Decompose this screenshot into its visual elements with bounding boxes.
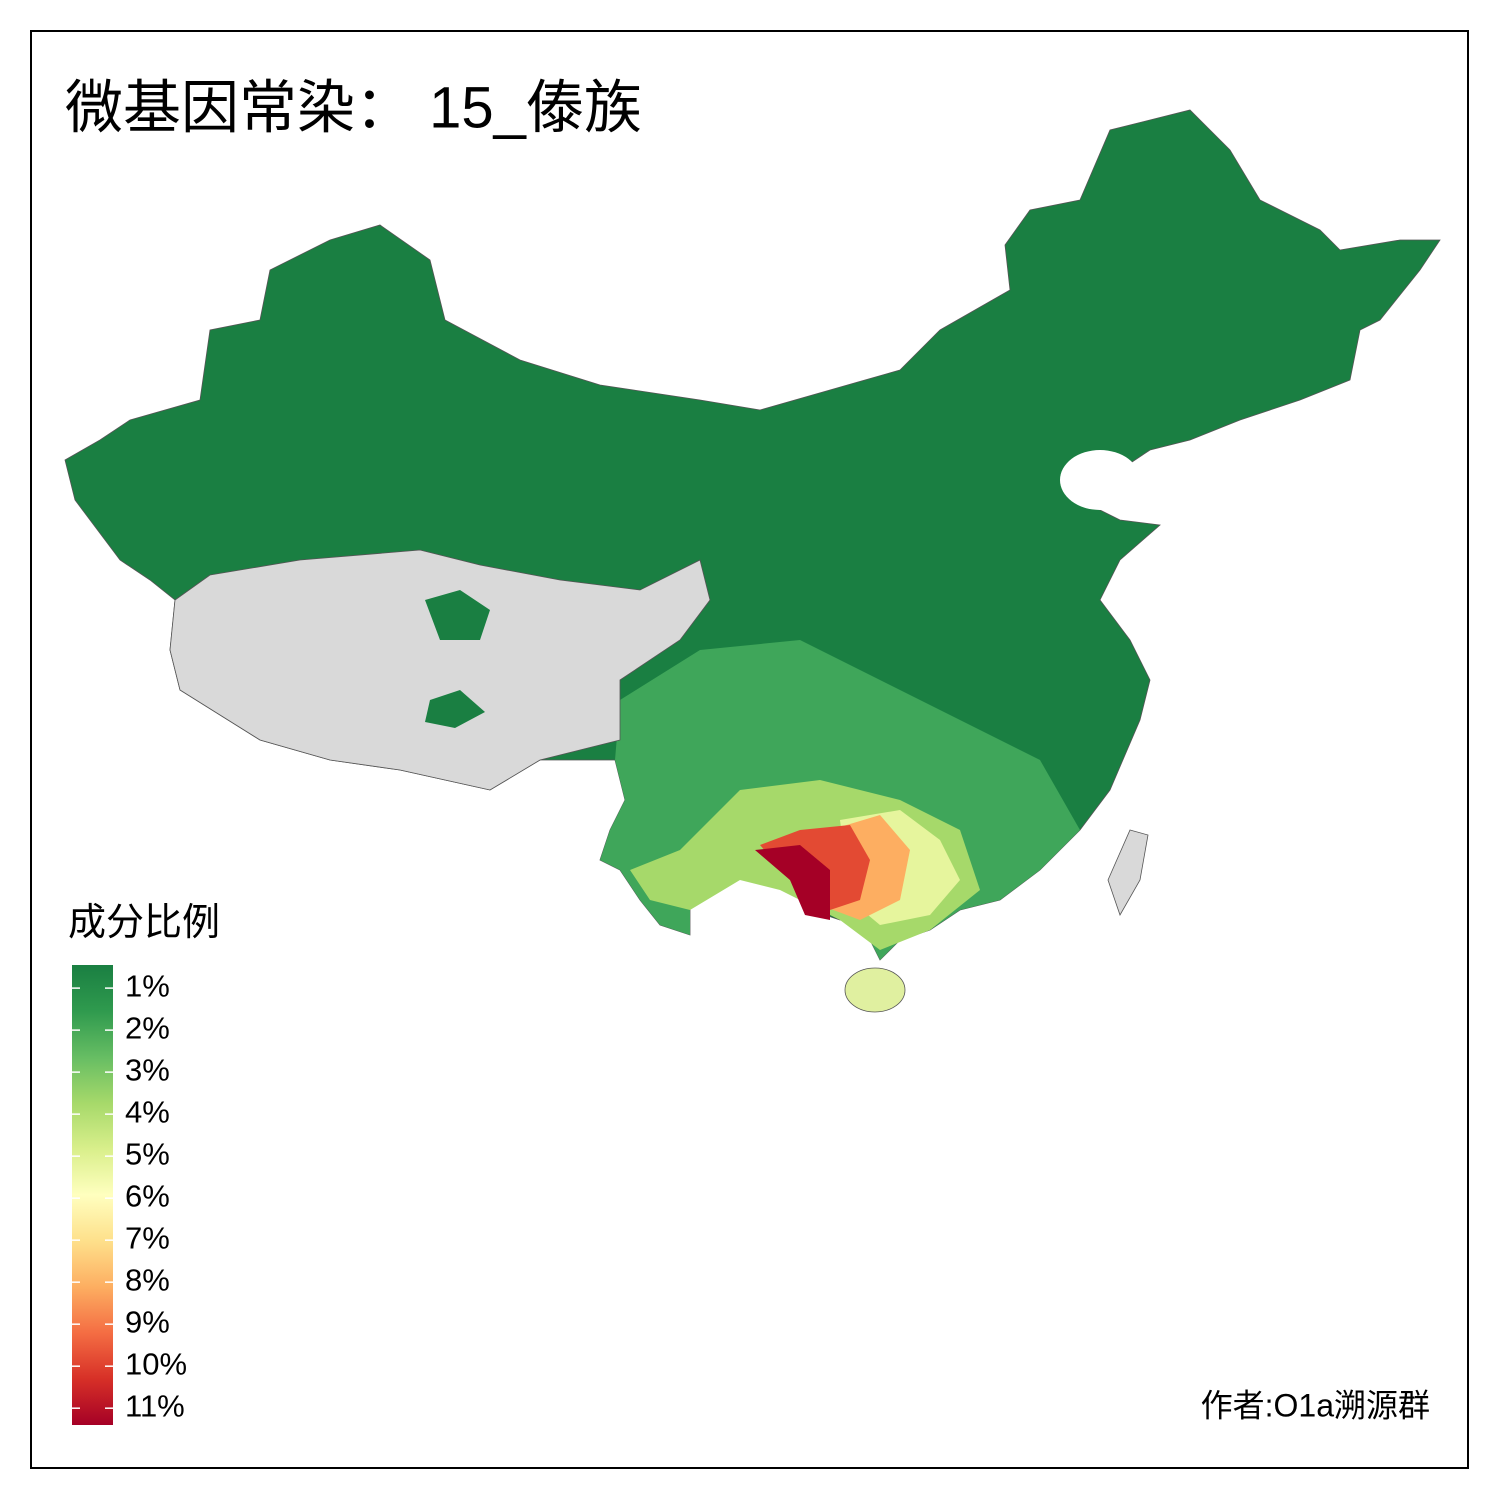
legend-title: 成分比例 (68, 902, 220, 944)
legend-label: 7% (125, 1220, 170, 1255)
legend-label: 1% (125, 968, 170, 1003)
tibet-region (169, 549, 711, 791)
author: 作者:O1a溯源群 (1201, 1387, 1430, 1423)
legend-label: 2% (125, 1010, 170, 1045)
legend-label: 5% (125, 1136, 170, 1171)
taiwan (1107, 829, 1149, 916)
colorbar (72, 965, 113, 1425)
title: 微基因常染： 15_傣族 (65, 75, 642, 140)
legend-label: 3% (125, 1052, 170, 1087)
legend-label: 10% (125, 1346, 187, 1381)
map (64, 109, 1441, 1013)
south-region (755, 845, 830, 920)
bohai-sea (1060, 450, 1140, 510)
legend-label: 8% (125, 1262, 170, 1297)
legend-label: 9% (125, 1304, 170, 1339)
legend-label: 11% (125, 1388, 185, 1423)
tibet-enclave (425, 590, 490, 640)
tibet-enclave (425, 690, 485, 728)
legend-label: 6% (125, 1178, 170, 1213)
legend-label: 4% (125, 1094, 170, 1129)
hainan (844, 967, 906, 1013)
